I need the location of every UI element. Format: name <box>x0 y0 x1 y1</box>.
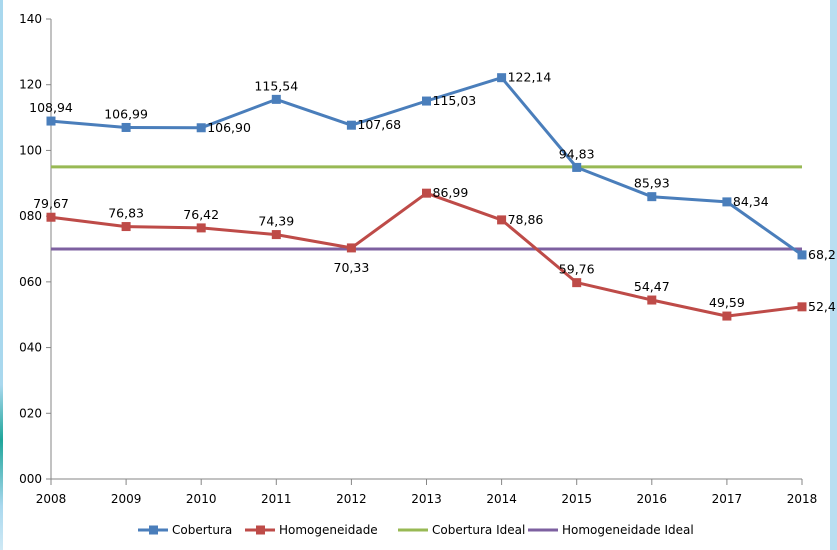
data-point-homogeneidade <box>422 188 431 198</box>
data-point-homogeneidade <box>572 278 582 288</box>
y-tick-label: 080 <box>19 209 42 223</box>
data-label-cobertura: 115,54 <box>254 78 298 93</box>
data-point-cobertura <box>46 116 56 126</box>
data-label-cobertura: 84,34 <box>733 194 769 209</box>
y-tick-label: 100 <box>19 143 42 157</box>
data-point-homogeneidade <box>346 243 356 253</box>
data-point-cobertura <box>572 162 582 172</box>
data-label-cobertura: 115,03 <box>433 93 477 108</box>
data-label-cobertura: 85,93 <box>634 176 670 191</box>
data-point-cobertura <box>722 197 732 207</box>
data-point-homogeneidade <box>121 222 131 232</box>
x-tick-label: 2012 <box>336 492 367 506</box>
x-tick-label: 2010 <box>186 492 217 506</box>
x-tick-label: 2011 <box>261 492 292 506</box>
data-point-cobertura <box>121 122 131 132</box>
window-frame-right <box>830 0 837 550</box>
data-point-cobertura <box>196 123 206 133</box>
data-point-cobertura <box>497 73 507 83</box>
x-tick-label: 2018 <box>787 492 818 506</box>
data-label-homogeneidade: 59,76 <box>559 262 595 277</box>
data-point-cobertura <box>271 94 281 104</box>
data-labels: 108,94 106,99 106,90 115,54 107,68 115,03 122,… <box>29 70 836 314</box>
data-label-homogeneidade: 86,99 <box>433 185 469 200</box>
legend: Cobertura Homogeneidade Cobertura Ideal Hom… <box>138 523 694 537</box>
window-frame-left <box>0 0 3 550</box>
y-tick-label: 140 <box>19 12 42 26</box>
data-point-homogeneidade <box>497 215 507 225</box>
x-tick-label: 2016 <box>637 492 668 506</box>
data-point-cobertura <box>346 120 356 130</box>
data-point-cobertura <box>797 250 807 260</box>
data-label-homogeneidade: 54,47 <box>634 279 670 294</box>
x-tick-label: 2017 <box>712 492 743 506</box>
data-label-homogeneidade: 79,67 <box>33 196 69 211</box>
y-tick-label: 040 <box>19 341 42 355</box>
x-tick-label: 2009 <box>111 492 142 506</box>
series-lines <box>46 73 807 321</box>
legend-label-cobertura-ideal: Cobertura Ideal <box>432 523 525 537</box>
data-point-homogeneidade <box>722 311 732 321</box>
data-label-homogeneidade: 78,86 <box>508 212 544 227</box>
x-tick-label: 2008 <box>36 492 67 506</box>
series-line-homogeneidade <box>50 191 803 318</box>
y-tick-label: 120 <box>19 78 42 92</box>
data-point-homogeneidade <box>271 230 281 240</box>
y-tick-label: 060 <box>19 275 42 289</box>
data-label-homogeneidade: 49,59 <box>709 295 745 310</box>
data-label-cobertura: 108,94 <box>29 100 73 115</box>
data-label-cobertura: 68,2 <box>808 247 836 262</box>
x-tick-label: 2014 <box>486 492 517 506</box>
legend-label-homogeneidade: Homogeneidade <box>279 523 378 537</box>
legend-marker-cobertura <box>149 525 158 535</box>
data-label-homogeneidade: 70,33 <box>334 260 370 275</box>
data-label-cobertura: 106,99 <box>104 106 148 121</box>
x-tick-label: 2015 <box>561 492 592 506</box>
data-label-homogeneidade: 52,4 <box>808 299 836 314</box>
data-label-cobertura: 122,14 <box>508 70 552 85</box>
data-point-homogeneidade <box>647 295 657 305</box>
data-point-cobertura <box>422 96 431 106</box>
legend-label-cobertura: Cobertura <box>172 523 232 537</box>
axes: 000 020 040 060 080 100 120 140 2008 2009 2010 2011… <box>19 12 817 506</box>
legend-marker-homogeneidade <box>256 525 265 535</box>
legend-label-homogeneidade-ideal: Homogeneidade Ideal <box>562 523 694 537</box>
y-tick-label: 020 <box>19 406 42 420</box>
data-label-cobertura: 94,83 <box>559 146 595 161</box>
x-tick-label: 2013 <box>411 492 442 506</box>
data-label-cobertura: 106,90 <box>207 120 251 135</box>
y-tick-label: 000 <box>19 472 42 486</box>
data-point-homogeneidade <box>797 302 807 312</box>
data-label-homogeneidade: 76,42 <box>183 207 219 222</box>
data-label-homogeneidade: 74,39 <box>258 214 294 229</box>
data-label-homogeneidade: 76,83 <box>108 206 144 221</box>
data-label-cobertura: 107,68 <box>357 117 401 132</box>
data-point-homogeneidade <box>46 212 56 222</box>
data-point-cobertura <box>647 192 657 202</box>
data-point-homogeneidade <box>196 223 206 233</box>
